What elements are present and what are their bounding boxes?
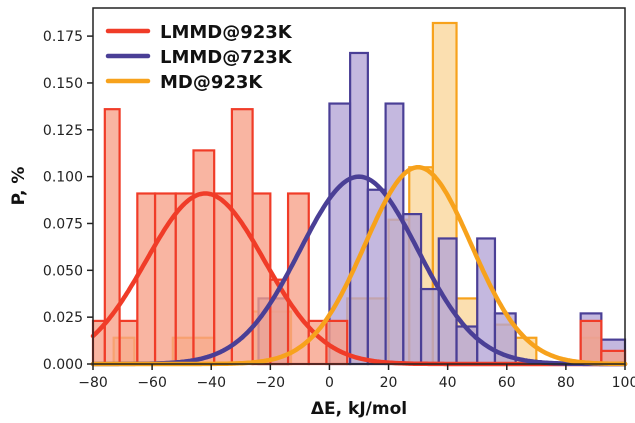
bar-lmmd723k-2 (349, 51, 369, 366)
bar-lmmd723k-8 (455, 325, 479, 366)
y-tick-label: 0.125 (43, 123, 83, 139)
x-tick-label: 100 (612, 375, 635, 391)
histogram-bars (91, 21, 627, 366)
bar-lmmd723k-6 (419, 287, 440, 366)
y-tick-label: 0.150 (43, 76, 83, 92)
legend-label-lmmd923k: LMMD@923K (160, 22, 293, 43)
x-tick-label: −60 (137, 375, 167, 391)
x-axis-title: ΔE, kJ/mol (311, 399, 407, 419)
bar-lmmd923k-11 (286, 192, 310, 366)
y-tick-label: 0.025 (43, 310, 83, 326)
x-tick-label: −40 (196, 375, 226, 391)
legend-item-lmmd723k: LMMD@723K (105, 47, 293, 68)
y-tick-label: 0.075 (43, 216, 83, 232)
x-tick-label: 0 (325, 375, 334, 391)
y-axis: 0.000 0.025 0.050 0.075 0.100 0.125 0.150 0.175 (43, 29, 93, 373)
bar-lmmd923k-13 (325, 319, 349, 366)
x-tick-label: 40 (439, 375, 457, 391)
x-tick-label: 20 (380, 375, 398, 391)
bar-lmmd923k-7 (213, 192, 234, 366)
bar-lmmd723k-4 (384, 102, 405, 366)
plot-frame (92, 7, 626, 365)
bar-lmmd923k-2 (118, 319, 139, 366)
bar-lmmd923k-14 (579, 319, 603, 366)
y-tick-label: 0.175 (43, 29, 83, 45)
x-tick-label: 80 (557, 375, 575, 391)
plot-area (90, 21, 628, 367)
bar-lmmd923k-5 (174, 192, 195, 366)
y-tick-label: 0.100 (43, 170, 83, 186)
bar-lmmd923k-1 (103, 108, 121, 366)
legend: LMMD@923K LMMD@723K MD@923K (105, 22, 293, 93)
bar-lmmd923k-9 (251, 192, 272, 366)
legend-item-lmmd923k: LMMD@923K (105, 22, 293, 43)
x-tick-label: 60 (498, 375, 516, 391)
bar-lmmd923k-6 (192, 149, 216, 366)
y-axis-title: P, % (9, 167, 29, 206)
y-tick-label: 0.000 (43, 357, 83, 373)
y-tick-label: 0.050 (43, 263, 83, 279)
bar-lmmd923k-3 (136, 192, 157, 366)
legend-label-lmmd723k: LMMD@723K (160, 47, 293, 68)
x-tick-label: −80 (78, 375, 108, 391)
x-axis: −80 −60 −40 −20 0 20 40 60 80 100 (78, 364, 635, 391)
legend-item-md923k: MD@923K (105, 72, 263, 93)
x-tick-label: −20 (256, 375, 286, 391)
legend-label-md923k: MD@923K (160, 72, 263, 93)
